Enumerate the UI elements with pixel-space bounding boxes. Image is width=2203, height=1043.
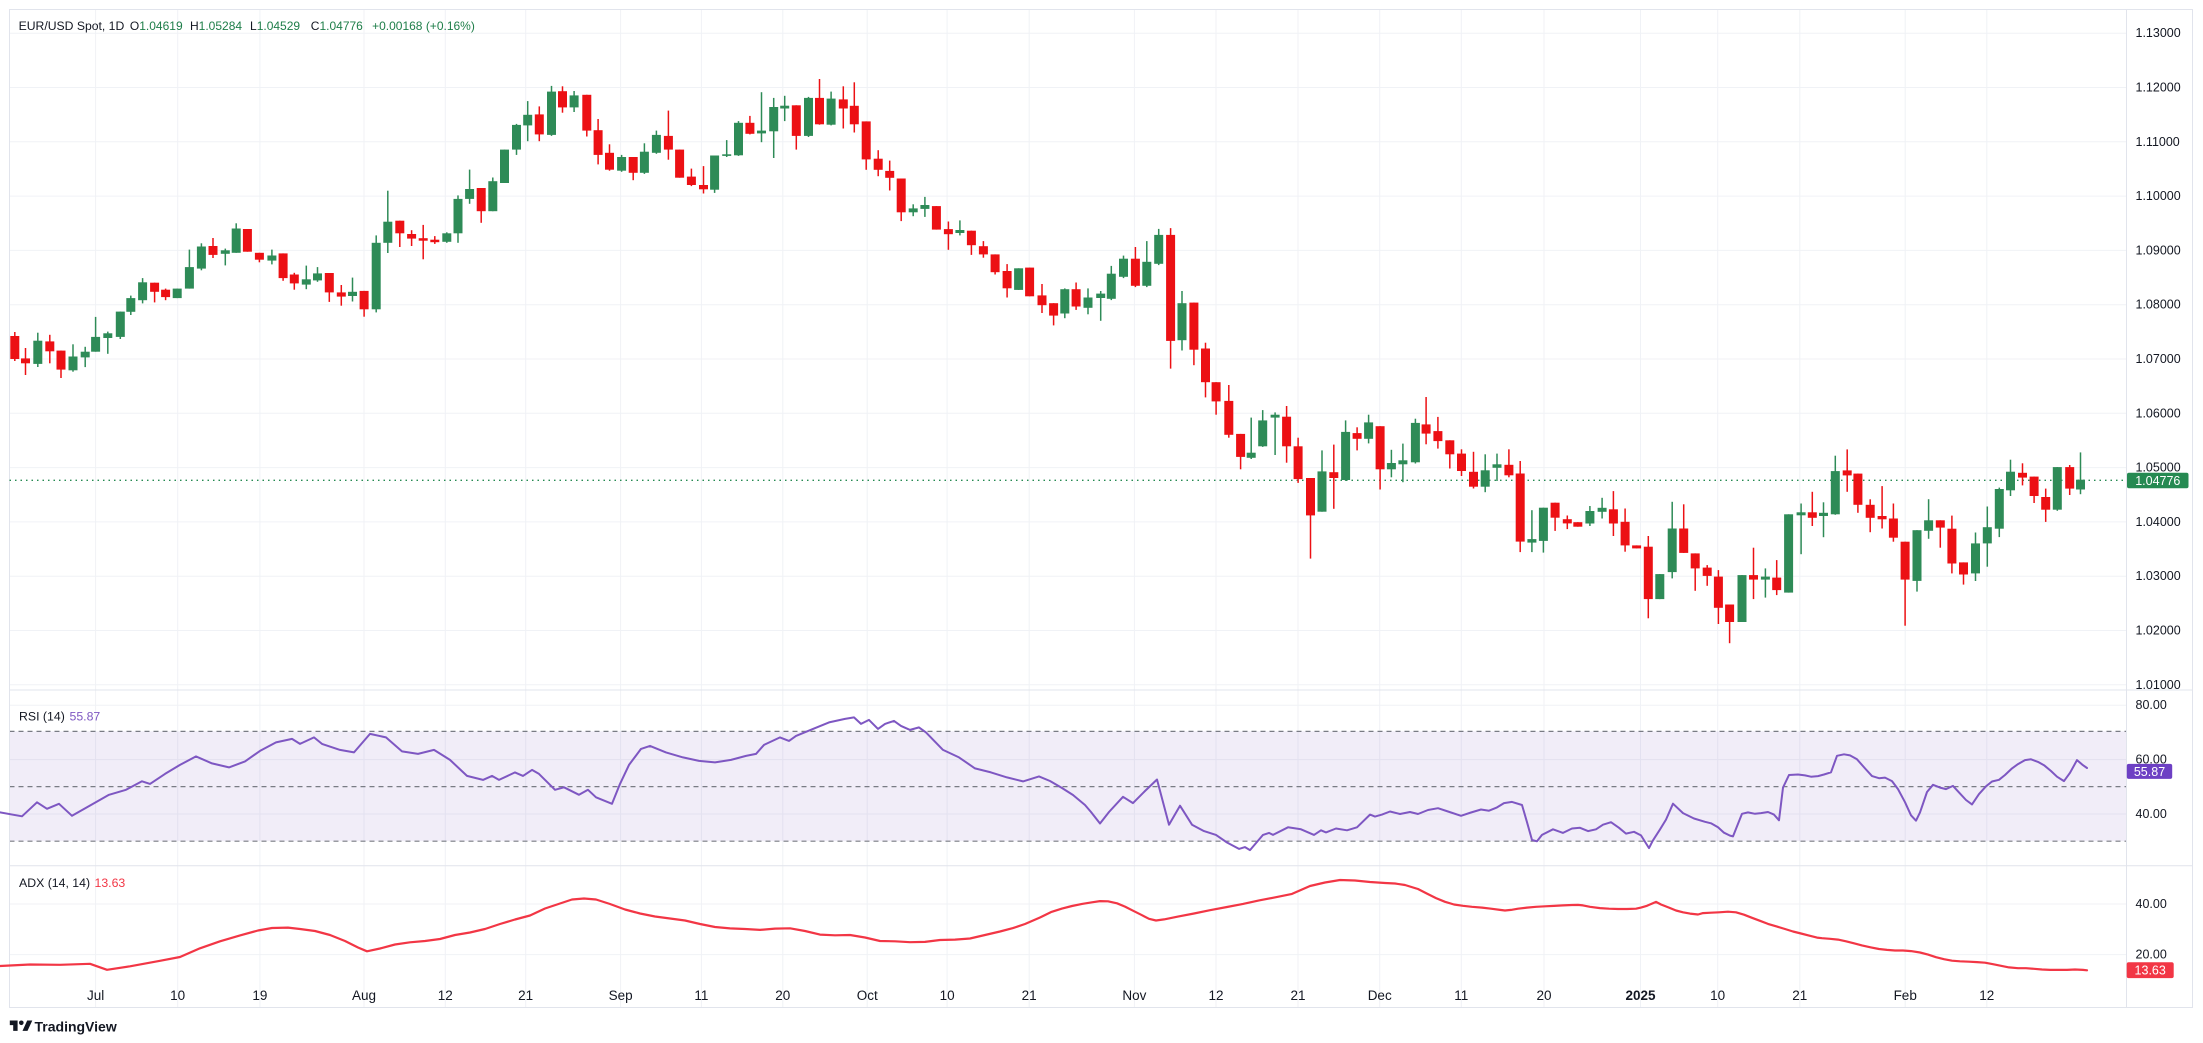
svg-text:1.09000: 1.09000 — [2136, 243, 2181, 257]
svg-text:12: 12 — [1979, 988, 1994, 1003]
svg-text:20: 20 — [1536, 988, 1551, 1003]
svg-text:Aug: Aug — [352, 988, 376, 1003]
svg-text:Jul: Jul — [87, 988, 104, 1003]
svg-text:11: 11 — [694, 988, 708, 1003]
svg-text:Oct: Oct — [857, 988, 878, 1003]
svg-text:80.00: 80.00 — [2136, 698, 2167, 712]
svg-text:Feb: Feb — [1894, 988, 1917, 1003]
svg-text:1.05000: 1.05000 — [2136, 461, 2181, 475]
svg-text:10: 10 — [170, 988, 185, 1003]
svg-text:1.03000: 1.03000 — [2136, 569, 2181, 583]
svg-text:55.87: 55.87 — [70, 710, 101, 724]
svg-text:ADX (14, 14): ADX (14, 14) — [19, 876, 90, 890]
svg-text:21: 21 — [1792, 988, 1807, 1003]
svg-text:1.01000: 1.01000 — [2136, 678, 2181, 692]
svg-text:1.04000: 1.04000 — [2136, 515, 2181, 529]
svg-text:1.07000: 1.07000 — [2136, 352, 2181, 366]
svg-text:1.10000: 1.10000 — [2136, 189, 2181, 203]
svg-text:10: 10 — [1710, 988, 1725, 1003]
svg-text:20: 20 — [775, 988, 790, 1003]
svg-text:Dec: Dec — [1368, 988, 1392, 1003]
svg-text:C1.04776: C1.04776 — [311, 19, 363, 33]
svg-text:13.63: 13.63 — [95, 876, 126, 890]
svg-text:1.06000: 1.06000 — [2136, 406, 2181, 420]
svg-text:1.12000: 1.12000 — [2136, 81, 2181, 95]
svg-text:1.08000: 1.08000 — [2136, 298, 2181, 312]
svg-text:11: 11 — [1454, 988, 1468, 1003]
svg-text:RSI (14): RSI (14) — [19, 710, 65, 724]
svg-text:21: 21 — [1290, 988, 1305, 1003]
svg-text:60.00: 60.00 — [2136, 753, 2167, 767]
svg-text:H1.05284: H1.05284 — [190, 19, 242, 33]
svg-text:19: 19 — [252, 988, 267, 1003]
svg-text:O1.04619: O1.04619 — [130, 19, 183, 33]
svg-text:Sep: Sep — [609, 988, 633, 1003]
svg-text:1.11000: 1.11000 — [2136, 135, 2180, 149]
svg-text:13.63: 13.63 — [2135, 964, 2166, 978]
svg-text:1.02000: 1.02000 — [2136, 624, 2181, 638]
svg-text:2025: 2025 — [1625, 988, 1656, 1003]
svg-text:40.00: 40.00 — [2136, 897, 2167, 911]
svg-text:TradingView: TradingView — [35, 1018, 117, 1034]
svg-text:1.04776: 1.04776 — [2135, 474, 2180, 488]
svg-text:40.00: 40.00 — [2136, 807, 2167, 821]
svg-text:EUR/USD Spot, 1D: EUR/USD Spot, 1D — [19, 19, 125, 33]
svg-text:+0.00168 (+0.16%): +0.00168 (+0.16%) — [372, 19, 475, 33]
svg-text:55.87: 55.87 — [2134, 765, 2165, 779]
svg-text:10: 10 — [940, 988, 955, 1003]
svg-text:12: 12 — [438, 988, 453, 1003]
svg-text:12: 12 — [1208, 988, 1223, 1003]
svg-text:21: 21 — [1022, 988, 1037, 1003]
svg-text:L1.04529: L1.04529 — [250, 19, 300, 33]
svg-text:21: 21 — [518, 988, 533, 1003]
svg-text:1.13000: 1.13000 — [2136, 26, 2181, 40]
svg-text:20.00: 20.00 — [2136, 948, 2167, 962]
svg-text:Nov: Nov — [1122, 988, 1146, 1003]
